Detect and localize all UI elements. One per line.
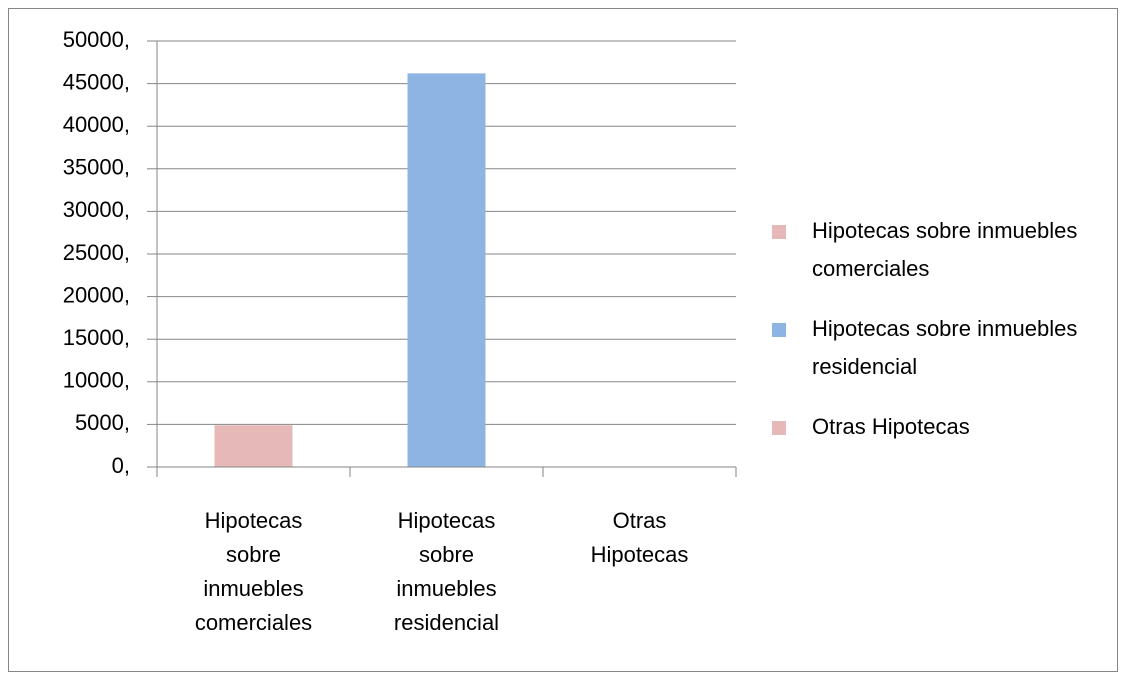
y-tick-label: 5000,: [75, 410, 130, 435]
y-tick-label: 50000,: [63, 27, 130, 52]
legend-label: Hipotecas sobre inmuebles comerciales: [812, 218, 1077, 281]
chart-frame: [8, 8, 1118, 672]
y-tick-label: 35000,: [63, 155, 130, 180]
legend-label: Hipotecas sobre inmuebles residencial: [812, 316, 1077, 379]
y-tick-label: 15000,: [63, 325, 130, 350]
y-tick-label: 45000,: [63, 69, 130, 94]
y-tick-label: 0,: [112, 453, 130, 478]
y-tick-label: 40000,: [63, 112, 130, 137]
legend-swatch: [772, 323, 786, 337]
x-tick-label: Hipotecas sobre inmuebles comerciales: [195, 508, 312, 635]
y-tick-label: 30000,: [63, 197, 130, 222]
y-tick-label: 25000,: [63, 240, 130, 265]
bar: [407, 73, 486, 467]
legend-label: Otras Hipotecas: [812, 414, 970, 439]
x-tick-label: Hipotecas sobre inmuebles residencial: [394, 508, 499, 635]
y-tick-label: 10000,: [63, 368, 130, 393]
legend-swatch: [772, 421, 786, 435]
legend-swatch: [772, 225, 786, 239]
bar: [214, 425, 293, 467]
y-tick-label: 20000,: [63, 282, 130, 307]
x-tick-label: Otras Hipotecas: [591, 508, 689, 567]
